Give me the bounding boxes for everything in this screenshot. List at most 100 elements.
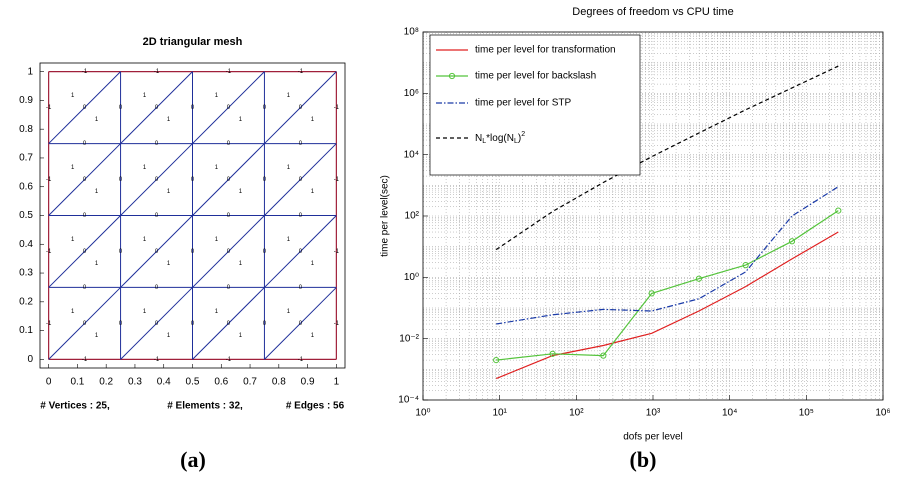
plot-frame <box>422 31 884 401</box>
x-tick-label: 0 <box>46 377 52 388</box>
edge-label: -1 <box>82 357 88 363</box>
element-label: 1 <box>167 261 171 267</box>
series-marker <box>742 262 749 269</box>
element-label: 1 <box>239 333 243 339</box>
edge-label: 0 <box>119 249 123 255</box>
x-tick-label: 10² <box>569 408 584 419</box>
mesh-edge <box>264 215 337 288</box>
edge-label: -1 <box>46 177 52 183</box>
edge-label: -1 <box>334 321 340 327</box>
edge-label: 0 <box>119 177 123 183</box>
x-tick-label: 0.7 <box>243 377 257 388</box>
element-label: 1 <box>143 93 147 99</box>
edge-label: -1 <box>298 69 304 75</box>
mesh-edge <box>192 287 265 360</box>
edge-label: 0 <box>155 213 159 219</box>
element-label: 1 <box>167 189 171 195</box>
element-label: 1 <box>239 261 243 267</box>
chart-title: 2D triangular mesh <box>143 36 243 48</box>
edge-label: 0 <box>83 321 87 327</box>
y-tick-label: 1 <box>27 66 33 77</box>
y-tick-label: 0.6 <box>19 181 33 192</box>
legend-marker <box>448 72 456 80</box>
chart-title: Degrees of freedom vs CPU time <box>572 6 733 18</box>
series-line <box>496 210 839 361</box>
edge-label: -1 <box>46 105 52 111</box>
legend-label: time per level for transformation <box>475 45 616 56</box>
edge-label: 0 <box>299 141 303 147</box>
x-tick-label: 10¹ <box>492 408 507 419</box>
mesh-edge <box>264 71 337 144</box>
x-axis-label: dofs per level <box>623 432 682 443</box>
element-label: 1 <box>167 117 171 123</box>
mesh-edge <box>120 71 193 144</box>
element-label: 1 <box>215 165 219 171</box>
edge-label: -1 <box>226 357 232 363</box>
element-label: 1 <box>311 189 315 195</box>
y-tick-label: 10⁻² <box>399 333 419 344</box>
edge-label: 0 <box>191 105 195 111</box>
edge-label: 0 <box>227 177 231 183</box>
series-marker <box>648 290 655 297</box>
x-tick-label: 0.3 <box>128 377 142 388</box>
edge-label: 0 <box>299 105 303 111</box>
y-tick-label: 0.3 <box>19 268 33 279</box>
legend-label: time per level for STP <box>475 98 571 109</box>
edge-label: 0 <box>299 249 303 255</box>
edge-label: 0 <box>191 177 195 183</box>
x-tick-label: 10⁰ <box>415 408 430 419</box>
edge-label: -1 <box>46 321 52 327</box>
grid <box>423 32 883 400</box>
edge-label: 0 <box>227 249 231 255</box>
x-tick-label: 0.2 <box>99 377 113 388</box>
y-tick-label: 10⁶ <box>404 88 419 99</box>
edge-label: 0 <box>155 249 159 255</box>
element-label: 1 <box>71 309 75 315</box>
y-tick-label: 0.7 <box>19 153 33 164</box>
mesh-edge <box>264 287 337 360</box>
mesh-edge <box>120 215 193 288</box>
x-tick-label: 0.8 <box>272 377 286 388</box>
y-tick-label: 0.8 <box>19 124 33 135</box>
element-label: 1 <box>95 117 99 123</box>
mesh-edge <box>192 71 265 144</box>
series-marker <box>549 350 556 357</box>
legend-label: NL*log(NL)2 <box>475 131 525 145</box>
element-label: 1 <box>311 261 315 267</box>
mesh-edge <box>192 143 265 216</box>
element-label: 1 <box>239 117 243 123</box>
edge-label: -1 <box>154 69 160 75</box>
edge-label: -1 <box>334 105 340 111</box>
element-label: 1 <box>95 333 99 339</box>
y-tick-label: 0.1 <box>19 325 33 336</box>
legend-box <box>429 34 641 176</box>
edge-label: 0 <box>227 213 231 219</box>
edge-label: 0 <box>83 285 87 291</box>
edge-label: 0 <box>299 213 303 219</box>
edge-label: 0 <box>191 321 195 327</box>
mesh-edge <box>120 143 193 216</box>
element-label: 1 <box>143 165 147 171</box>
series-line <box>495 65 839 251</box>
element-label: 1 <box>143 237 147 243</box>
y-tick-label: 10⁴ <box>404 149 419 160</box>
edge-label: 0 <box>263 105 267 111</box>
edge-label: 0 <box>227 321 231 327</box>
legend-label-part: L <box>482 138 486 145</box>
edge-label: 0 <box>191 249 195 255</box>
legend-label-part: *log(N <box>486 133 514 144</box>
x-tick-label: 10⁶ <box>875 408 890 419</box>
series-marker <box>788 238 796 245</box>
element-label: 1 <box>287 165 291 171</box>
edge-label: 0 <box>299 285 303 291</box>
edge-label: -1 <box>154 357 160 363</box>
y-tick-label: 0.4 <box>19 239 33 250</box>
mesh-edge <box>48 143 121 216</box>
y-tick-label: 0 <box>27 354 33 365</box>
element-label: 1 <box>287 237 291 243</box>
edge-label: 0 <box>227 285 231 291</box>
x-tick-label: 10³ <box>646 408 661 419</box>
edge-label: 0 <box>83 177 87 183</box>
element-label: 1 <box>311 333 315 339</box>
edge-label: 0 <box>299 177 303 183</box>
